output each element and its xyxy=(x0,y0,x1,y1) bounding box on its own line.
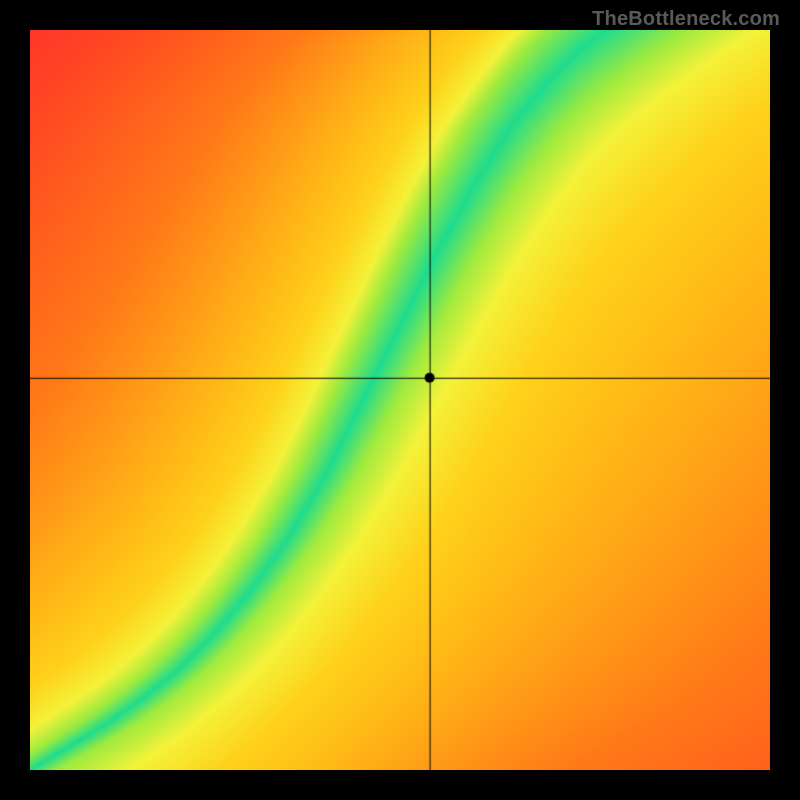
chart-container: { "watermark": { "text": "TheBottleneck.… xyxy=(0,0,800,800)
watermark-text: TheBottleneck.com xyxy=(592,8,780,31)
bottleneck-heatmap xyxy=(30,30,770,770)
